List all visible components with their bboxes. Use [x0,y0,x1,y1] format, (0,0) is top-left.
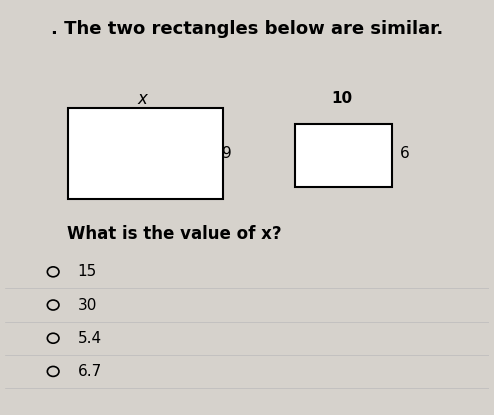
Text: 6.7: 6.7 [78,364,102,379]
Bar [68,108,223,199]
Text: 15: 15 [78,264,97,279]
Text: 10: 10 [331,91,352,106]
Text: What is the value of x?: What is the value of x? [67,225,282,244]
Text: 5.4: 5.4 [78,331,101,346]
Text: x: x [138,90,148,108]
Text: . The two rectangles below are similar.: . The two rectangles below are similar. [51,20,443,38]
Bar [295,124,392,187]
Text: 30: 30 [78,298,97,312]
Text: 9: 9 [222,146,232,161]
Text: 6: 6 [400,146,410,161]
